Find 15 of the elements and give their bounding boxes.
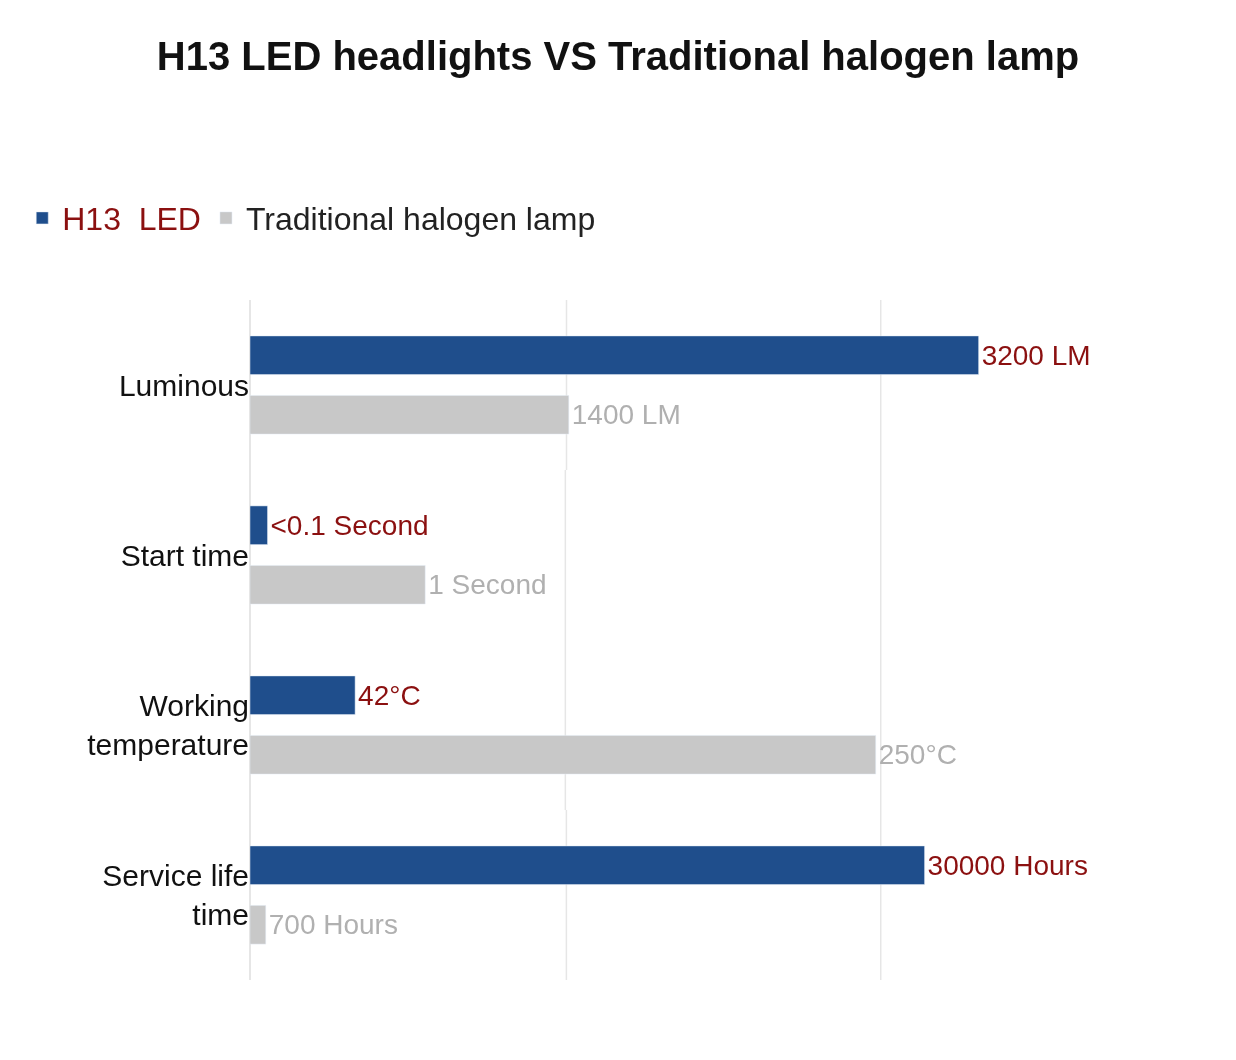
legend-label: H13 LED (62, 201, 201, 238)
data-label: 1 Second (428, 569, 547, 601)
data-label: 700 Hours (268, 909, 398, 941)
legend-label: Traditional halogen lamp (245, 201, 596, 238)
y-tick-label: Luminous (118, 368, 249, 402)
data-label: <0.1 Second (270, 509, 429, 541)
y-tick-label: Service life time (102, 859, 249, 931)
data-label: 42°C (358, 679, 421, 711)
data-label: 30000 Hours (927, 849, 1088, 881)
y-tick-label: Working temperature (87, 689, 249, 761)
chart-title: H13 LED headlights VS Traditional halogen lamp (156, 34, 1080, 79)
data-label: 3200 LM (981, 339, 1091, 371)
data-label: 1400 LM (571, 399, 681, 431)
data-label: 250°C (878, 739, 957, 771)
y-tick-label: Start time (120, 538, 249, 572)
